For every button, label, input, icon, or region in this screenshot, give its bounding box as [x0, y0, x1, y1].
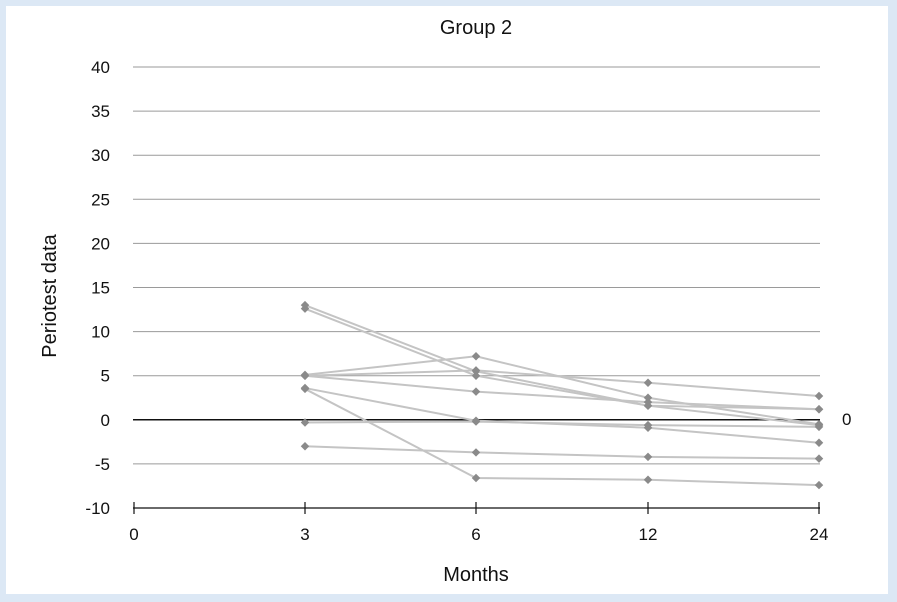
series-line: [304, 420, 820, 428]
y-tick-label: 25: [91, 190, 110, 209]
chart-title: Group 2: [440, 17, 512, 39]
data-point: [814, 404, 824, 414]
data-point: [300, 418, 310, 427]
y-tick-label: 5: [101, 367, 110, 386]
data-point: [643, 452, 653, 462]
x-axis: 0 3 6 12 24: [129, 502, 828, 544]
data-point: [643, 378, 653, 387]
data-point: [300, 304, 310, 313]
gridlines: [133, 66, 820, 465]
x-tick-label: 0: [129, 525, 138, 544]
data-point: [471, 448, 481, 457]
series-line: [304, 369, 820, 397]
y-tick-label: 40: [91, 58, 110, 77]
x-tick-label: 3: [300, 525, 309, 544]
series-line: [304, 445, 820, 460]
y-tick-label: 30: [91, 146, 110, 165]
y-tick-label: -5: [95, 455, 110, 474]
data-point: [643, 397, 653, 407]
y-axis-ticks: -10 -5 0 5 10 15 20 25 30 35 40: [85, 58, 110, 518]
series-group: [300, 300, 824, 490]
x-tick-label: 24: [810, 525, 829, 544]
y-axis-title: Periotest data: [39, 233, 61, 357]
y-tick-label: 0: [101, 411, 110, 430]
data-point: [643, 420, 653, 430]
data-point: [471, 387, 481, 396]
y-tick-label: 35: [91, 102, 110, 121]
data-point: [814, 391, 824, 401]
x-tick-label: 12: [639, 525, 658, 544]
data-point: [471, 366, 481, 375]
zero-line-label: 0: [842, 410, 851, 429]
y-tick-label: 10: [91, 323, 110, 342]
y-tick-label: -10: [85, 499, 110, 518]
data-point: [471, 417, 481, 426]
data-point: [643, 393, 653, 402]
data-point: [814, 454, 824, 463]
data-point: [300, 371, 310, 380]
x-tick-label: 6: [471, 525, 480, 544]
data-point: [300, 384, 310, 394]
series-line: [304, 304, 820, 411]
chart-panel: Group 2 -10 -5 0 5 10 15 20 25 30 35 40 0 3 6 12 24 Pe…: [6, 6, 888, 594]
series-line: [304, 388, 820, 487]
line-chart: Group 2 -10 -5 0 5 10 15 20 25 30 35 40 0 3 6 12 24 Pe…: [39, 17, 851, 586]
series-line: [304, 374, 820, 411]
data-point: [471, 473, 481, 483]
data-point: [814, 438, 824, 447]
data-point: [471, 371, 481, 380]
data-point: [471, 352, 481, 361]
data-point: [300, 442, 310, 451]
data-point: [814, 480, 824, 490]
series-line: [304, 307, 820, 427]
y-tick-label: 15: [91, 279, 110, 298]
y-tick-label: 20: [91, 234, 110, 253]
data-point: [643, 475, 653, 485]
data-point: [814, 422, 824, 432]
x-axis-title: Months: [443, 564, 509, 586]
